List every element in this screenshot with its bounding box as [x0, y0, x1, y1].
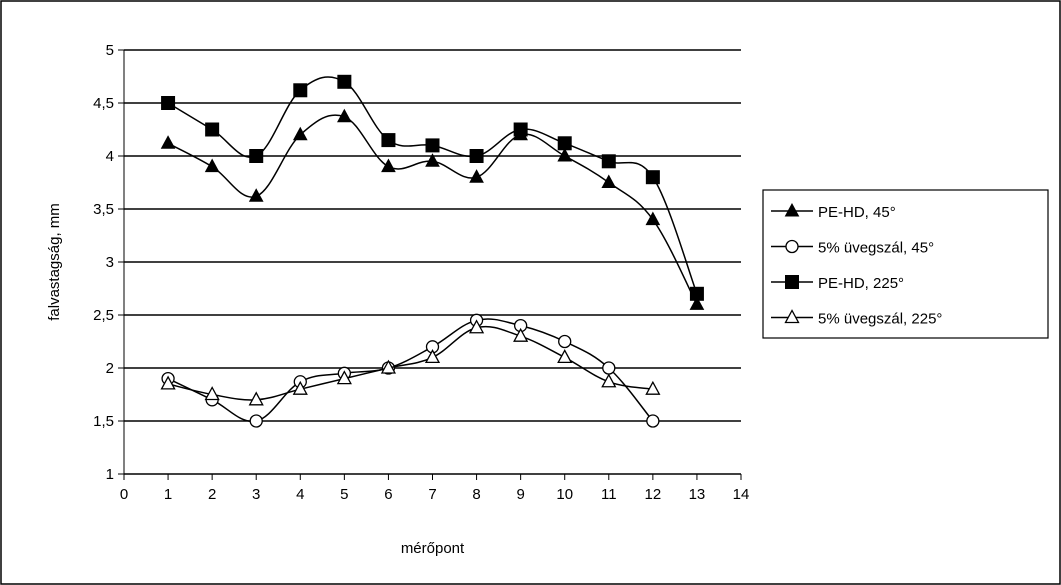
data-point — [424, 349, 441, 364]
y-tick-label: 1 — [106, 466, 114, 483]
data-point — [381, 158, 396, 173]
data-point — [645, 170, 660, 185]
x-axis-title: mérőpont — [401, 540, 465, 557]
x-tick-label: 8 — [472, 486, 480, 503]
data-point — [248, 391, 264, 406]
x-tick-label: 3 — [252, 486, 260, 503]
y-tick-label: 4,5 — [93, 95, 114, 112]
data-point — [557, 349, 573, 364]
data-point — [557, 147, 573, 162]
x-tick-label: 9 — [516, 486, 524, 503]
y-tick-label: 3 — [106, 254, 114, 271]
x-tick-label: 14 — [733, 486, 750, 503]
legend-label: PE-HD, 225° — [818, 275, 904, 292]
data-point — [292, 380, 308, 395]
data-point — [784, 309, 800, 324]
legend-item: PE-HD, 225° — [771, 275, 904, 292]
data-point — [381, 133, 396, 148]
data-point — [784, 202, 800, 217]
y-tick-label: 4 — [106, 148, 114, 165]
legend-item: 5% üvegszál, 45° — [771, 240, 934, 257]
legend-label: 5% üvegszál, 45° — [818, 240, 934, 257]
data-point — [513, 327, 529, 342]
data-point — [248, 188, 264, 202]
data-point — [601, 154, 616, 169]
x-tick-label: 2 — [208, 486, 216, 503]
x-tick-label: 4 — [296, 486, 304, 503]
data-point — [645, 380, 661, 395]
data-point — [689, 286, 704, 301]
x-tick-label: 7 — [428, 486, 436, 503]
data-point — [205, 122, 220, 137]
data-point — [785, 275, 799, 289]
data-point — [204, 386, 220, 401]
legend-label: PE-HD, 45° — [818, 204, 896, 221]
x-tick-label: 1 — [164, 486, 172, 503]
legend-label: 5% üvegszál, 225° — [818, 311, 942, 328]
data-point — [645, 211, 661, 226]
data-point — [513, 122, 528, 137]
x-tick-label: 0 — [120, 486, 128, 503]
data-point — [689, 296, 705, 310]
data-point — [380, 359, 397, 374]
y-tick-label: 3,5 — [93, 201, 114, 218]
data-point — [601, 174, 617, 188]
data-point — [785, 239, 799, 254]
data-point — [425, 153, 440, 167]
y-axis-title: falvastagság, mm — [46, 203, 63, 321]
series-4 — [160, 319, 661, 406]
x-tick-label: 13 — [689, 486, 706, 503]
data-point — [161, 96, 176, 110]
data-point — [469, 169, 484, 183]
legend: PE-HD, 45° 5% üvegszál, 45° PE-HD, 225° 5% … — [762, 189, 1049, 339]
data-point — [160, 135, 176, 149]
legend-item: 5% üvegszál, 225° — [771, 309, 942, 328]
y-tick-label: 5 — [106, 42, 114, 59]
y-tick-label: 2,5 — [93, 307, 114, 324]
data-point — [292, 126, 308, 141]
x-tick-label: 11 — [601, 486, 617, 503]
data-point — [160, 375, 176, 390]
data-point — [204, 158, 220, 173]
axes: 11,522,533,544,550 1 2 3 4 5 6 7 8 9 10 11 12 13 14 — [93, 42, 749, 503]
data-point — [558, 334, 572, 349]
x-tick-label: 10 — [556, 486, 573, 503]
data-point — [249, 414, 263, 428]
data-point — [336, 370, 352, 385]
series — [160, 74, 705, 428]
data-point — [337, 108, 352, 123]
x-tick-label: 6 — [384, 486, 392, 503]
data-point — [425, 138, 440, 153]
y-tick-label: 2 — [106, 360, 114, 377]
x-tick-label: 5 — [340, 486, 348, 503]
x-tick-label: 12 — [645, 486, 662, 503]
data-point — [601, 373, 617, 388]
legend-box — [762, 189, 1049, 339]
series-1 — [160, 108, 705, 310]
data-point — [469, 149, 484, 163]
data-point — [646, 414, 660, 428]
legend-item: PE-HD, 45° — [771, 202, 896, 221]
series-3 — [161, 74, 704, 301]
data-point — [557, 136, 572, 151]
data-point — [249, 149, 264, 163]
y-tick-label: 1,5 — [93, 413, 114, 430]
data-point — [602, 361, 616, 375]
data-point — [337, 74, 352, 89]
data-point — [468, 319, 485, 334]
data-point — [293, 83, 308, 98]
